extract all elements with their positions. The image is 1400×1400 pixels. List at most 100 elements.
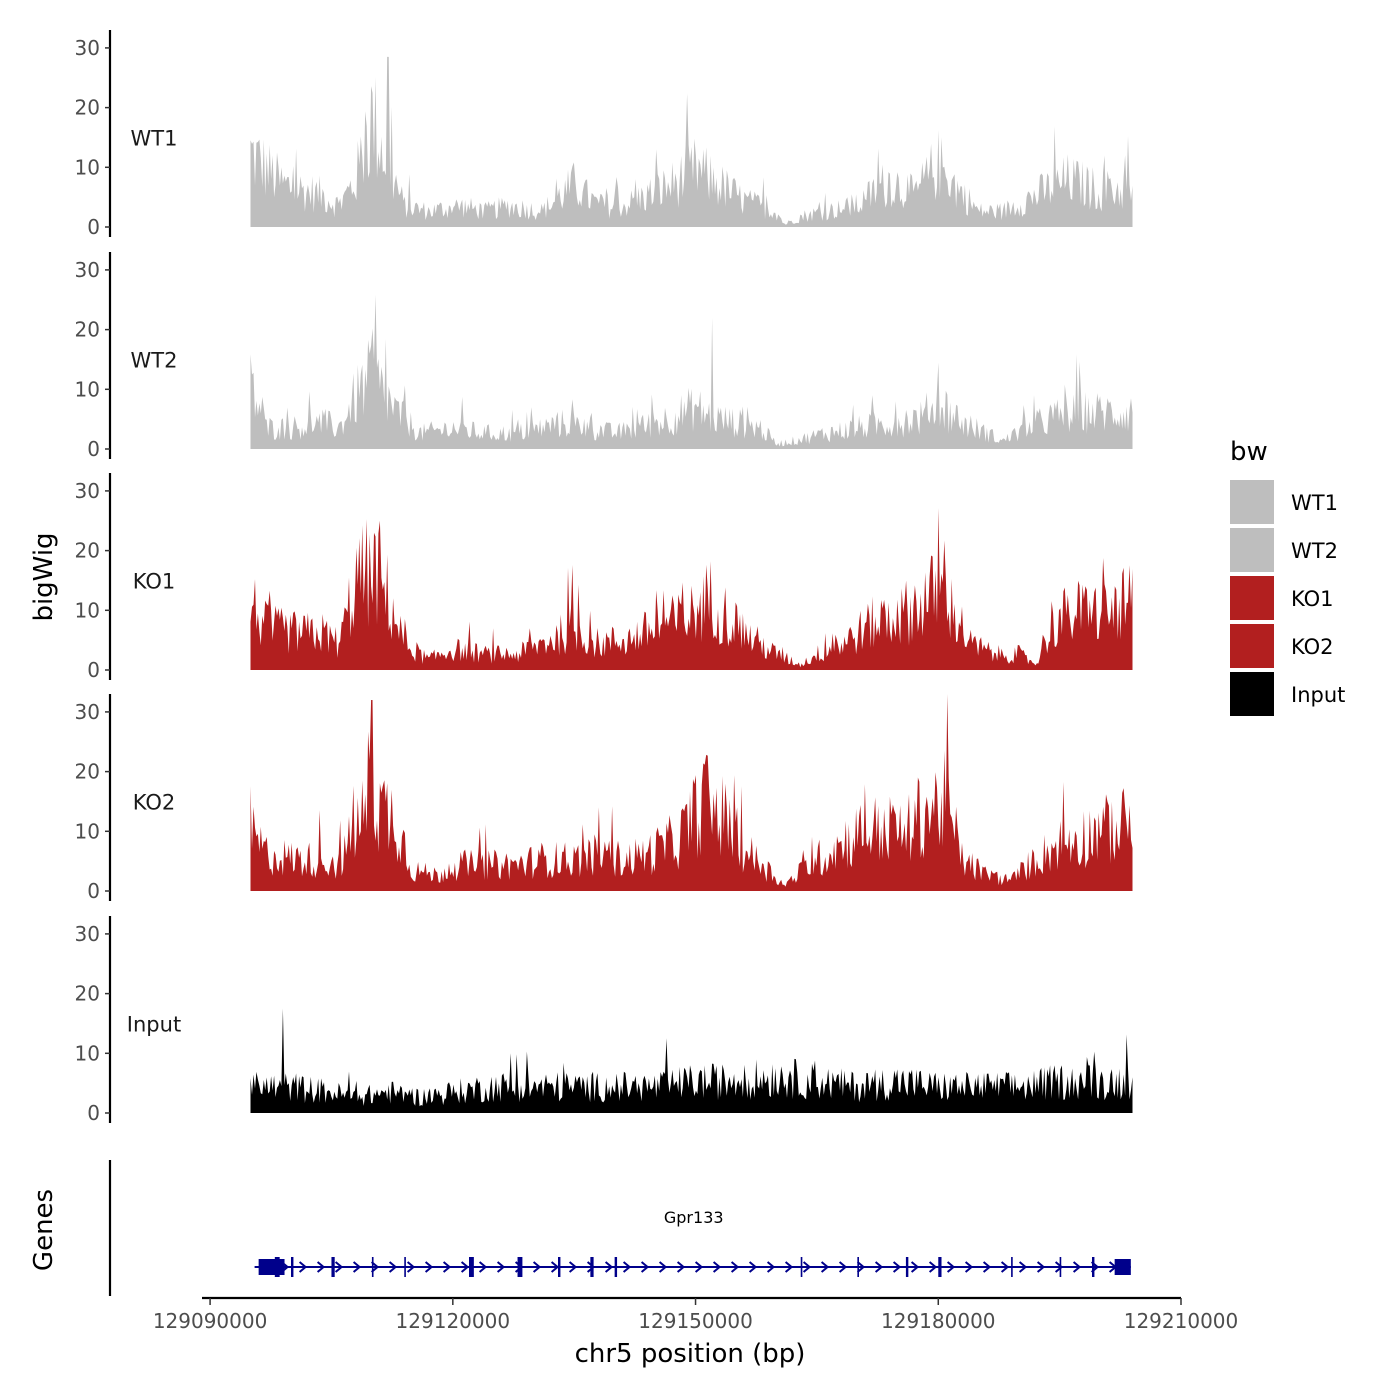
strand-arrow [550, 1261, 560, 1273]
gene-exon [857, 1257, 859, 1277]
strand-arrow [730, 1261, 740, 1273]
gene-exon [905, 1257, 909, 1277]
x-axis: 129090000 129120000 129150000 129180000 1292… [153, 1296, 1239, 1333]
x-tick-label: 129090000 [153, 1309, 268, 1333]
strand-arrow [874, 1261, 884, 1273]
track-label-wt2: WT2 [131, 348, 178, 372]
strand-arrow [820, 1261, 830, 1273]
gene-exon [558, 1257, 561, 1277]
legend-swatch [1230, 672, 1274, 716]
x-axis-title: chr5 position (bp) [575, 1339, 806, 1369]
gene-exon [291, 1257, 294, 1277]
gene-exon [1011, 1257, 1013, 1277]
y-axis-title: bigWig [29, 532, 59, 621]
coverage-area-ko1 [250, 508, 1133, 670]
strand-arrow [568, 1261, 578, 1273]
x-tick-label: 129120000 [396, 1309, 511, 1333]
legend-swatch [1230, 624, 1274, 668]
strand-arrow [334, 1261, 344, 1273]
gene-exon [371, 1257, 374, 1277]
legend-entry-input: Input [1230, 672, 1345, 716]
strand-arrow [964, 1261, 974, 1273]
y-tick-label: 0 [87, 1101, 100, 1125]
gene-exon [274, 1257, 280, 1277]
gene-exon [258, 1259, 285, 1275]
strand-arrow [856, 1261, 866, 1273]
legend-swatch [1230, 528, 1274, 572]
strand-arrow [316, 1261, 326, 1273]
legend-entry-wt2: WT2 [1230, 528, 1338, 572]
coverage-area-ko2 [250, 694, 1133, 891]
gene-exon [517, 1257, 523, 1277]
strand-arrow [424, 1261, 434, 1273]
coverage-area-wt1 [250, 56, 1133, 228]
legend-label: KO1 [1291, 587, 1334, 611]
legend-swatch [1230, 480, 1274, 524]
track-label-ko2: KO2 [133, 790, 176, 814]
y-tick-label: 30 [75, 700, 100, 724]
y-tick-label: 20 [75, 318, 100, 342]
strand-arrow [658, 1261, 668, 1273]
strand-arrow [928, 1261, 938, 1273]
track-label-wt1: WT1 [131, 126, 178, 150]
legend-label: WT1 [1291, 491, 1338, 515]
gene-track-title: Genes [29, 1189, 59, 1271]
gene-exon [331, 1257, 335, 1277]
strand-arrow [802, 1261, 812, 1273]
coverage-area-wt2 [250, 294, 1133, 449]
legend: bw WT1 WT2 KO1 KO2 Input [1230, 437, 1345, 716]
strand-arrow [442, 1261, 452, 1273]
y-tick-label: 10 [75, 377, 100, 401]
y-tick-label: 20 [75, 760, 100, 784]
track-input: 0 10 20 30 Input [75, 916, 1133, 1125]
y-tick-label: 10 [75, 155, 100, 179]
strand-arrow [784, 1261, 794, 1273]
y-tick-label: 0 [87, 215, 100, 239]
strand-arrow [1072, 1261, 1082, 1273]
gene-exon [938, 1257, 942, 1277]
legend-label: Input [1291, 683, 1345, 707]
strand-arrow [748, 1261, 758, 1273]
x-tick-label: 129210000 [1124, 1309, 1239, 1333]
strand-arrow [982, 1261, 992, 1273]
y-tick-label: 0 [87, 437, 100, 461]
y-tick-label: 0 [87, 658, 100, 682]
gene-exon [614, 1257, 618, 1277]
y-tick-label: 20 [75, 96, 100, 120]
track-wt2: 0 10 20 30 WT2 [75, 252, 1133, 461]
y-tick-label: 30 [75, 479, 100, 503]
strand-arrow [712, 1261, 722, 1273]
strand-arrow [496, 1261, 506, 1273]
strand-arrow [1018, 1261, 1028, 1273]
x-tick-label: 129180000 [881, 1309, 996, 1333]
legend-label: KO2 [1291, 635, 1334, 659]
strand-arrow [766, 1261, 776, 1273]
gene-exon [469, 1257, 474, 1277]
y-tick-label: 0 [87, 879, 100, 903]
strand-arrow [460, 1261, 470, 1273]
y-tick-label: 20 [75, 539, 100, 563]
y-tick-label: 10 [75, 819, 100, 843]
strand-arrow [838, 1261, 848, 1273]
coverage-area-input [250, 1008, 1133, 1113]
strand-arrow [1000, 1261, 1010, 1273]
legend-entry-ko2: KO2 [1230, 624, 1334, 668]
strand-arrow [622, 1261, 632, 1273]
gene-exon [1059, 1257, 1062, 1277]
strand-arrow [406, 1261, 416, 1273]
strand-arrow [352, 1261, 362, 1273]
strand-arrow [946, 1261, 956, 1273]
legend-entry-ko1: KO1 [1230, 576, 1334, 620]
strand-arrow [478, 1261, 488, 1273]
gene-exon [1114, 1259, 1131, 1275]
strand-arrow [892, 1261, 902, 1273]
track-label-ko1: KO1 [133, 569, 176, 593]
y-tick-label: 20 [75, 982, 100, 1006]
y-tick-label: 30 [75, 258, 100, 282]
track-ko1: 0 10 20 30 KO1 [75, 473, 1133, 682]
gene-gpr133: Gpr133 [254, 1208, 1131, 1277]
track-wt1: 0 10 20 30 WT1 [75, 30, 1133, 239]
strand-arrow [1036, 1261, 1046, 1273]
legend-title: bw [1230, 437, 1268, 467]
